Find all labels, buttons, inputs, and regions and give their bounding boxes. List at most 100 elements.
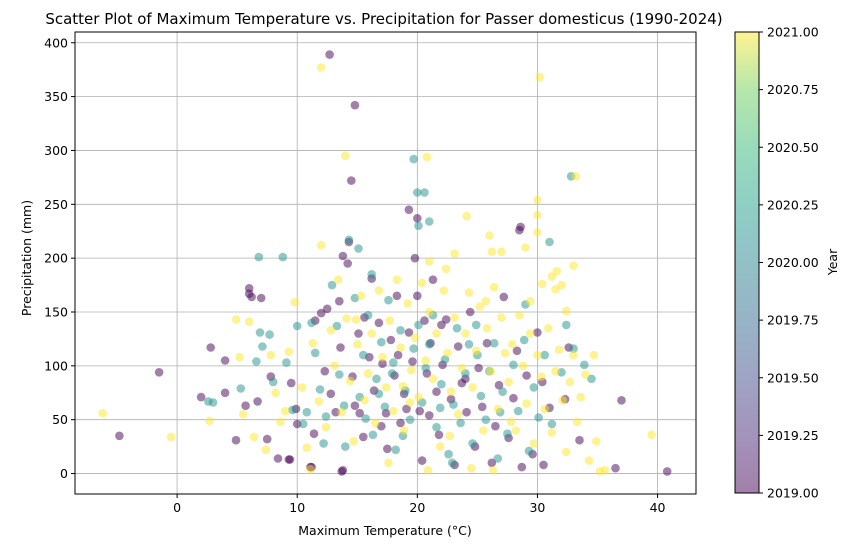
data-point-2019 (413, 291, 422, 301)
data-point-2019 (393, 350, 403, 360)
data-point-2020 (377, 337, 386, 347)
data-point-2019 (322, 304, 332, 314)
data-point-2020 (339, 401, 349, 411)
data-point-2019 (381, 408, 391, 418)
data-point-2021 (453, 410, 463, 419)
data-point-2020 (534, 413, 543, 422)
data-point-2021 (487, 247, 497, 256)
data-point-2019 (533, 328, 542, 337)
data-point-2019 (335, 296, 344, 306)
data-point-2020 (335, 370, 344, 379)
data-point-2021 (554, 345, 564, 355)
data-point-2020 (449, 400, 458, 409)
data-point-2019 (325, 50, 334, 59)
data-point-2021 (98, 408, 107, 418)
data-point-2021 (244, 317, 254, 327)
data-point-2019 (196, 392, 206, 402)
data-point-2021 (441, 264, 451, 274)
colorbar-gradient (735, 32, 759, 493)
data-point-2021 (547, 272, 557, 281)
data-point-2021 (399, 426, 409, 435)
data-point-2021 (576, 392, 585, 402)
data-point-2021 (535, 72, 545, 82)
data-point-2019 (410, 253, 420, 263)
data-point-2019 (437, 320, 446, 330)
x-tick-label: 0 (173, 500, 181, 515)
data-point-2019 (350, 401, 360, 411)
data-point-2019 (417, 456, 427, 465)
gridlines (75, 32, 696, 494)
data-point-2021 (525, 329, 535, 338)
data-point-2021 (385, 316, 395, 325)
data-point-2021 (353, 340, 362, 349)
data-point-2020 (405, 415, 415, 425)
data-point-2020 (363, 310, 373, 320)
data-point-2019 (326, 389, 336, 399)
data-point-2019 (482, 338, 492, 348)
data-point-2021 (557, 280, 566, 290)
data-point-2019 (462, 407, 471, 417)
data-point-2021 (515, 310, 524, 320)
data-point-2021 (316, 63, 326, 72)
data-point-2020 (580, 360, 589, 370)
data-point-2019 (428, 275, 438, 285)
axes-border (74, 31, 697, 495)
data-point-2021 (205, 416, 214, 426)
data-point-2021 (533, 350, 542, 360)
data-point-2020 (391, 445, 401, 455)
y-tick-label: 200 (44, 251, 68, 266)
data-point-2021 (326, 326, 336, 335)
data-point-2020 (327, 280, 337, 290)
data-point-2021 (271, 388, 280, 398)
data-point-2021 (497, 247, 506, 256)
data-point-2020 (409, 344, 419, 353)
data-point-2020 (288, 405, 297, 415)
data-point-2021 (485, 231, 494, 240)
data-point-2020 (425, 340, 434, 349)
y-axis-ticks: 0 50 100 150 200 250 300 350 400 (44, 35, 75, 481)
data-point-2021 (562, 306, 571, 316)
data-point-2020 (268, 377, 278, 387)
data-point-2021 (276, 417, 285, 427)
data-point-2021 (522, 399, 531, 408)
data-point-2021 (551, 366, 560, 376)
data-point-2020 (545, 237, 554, 247)
data-point-2021 (414, 392, 423, 402)
data-point-2021 (461, 329, 470, 338)
data-point-2021 (647, 430, 656, 440)
data-point-2020 (421, 363, 431, 373)
y-axis-label: Precipitation (mm) (19, 200, 34, 316)
data-point-2021 (374, 286, 384, 295)
data-point-2021 (468, 383, 477, 392)
plot-area (75, 32, 696, 494)
data-point-2019 (465, 307, 475, 317)
data-point-2020 (509, 360, 518, 370)
data-point-2021 (547, 428, 557, 437)
data-point-2020 (372, 374, 381, 384)
data-point-2020 (265, 330, 274, 339)
data-point-2021 (422, 152, 432, 162)
data-point-2021 (538, 279, 547, 289)
data-point-2020 (476, 391, 486, 401)
data-point-2020 (540, 350, 549, 360)
data-point-2021 (337, 407, 347, 417)
data-point-2021 (423, 466, 433, 475)
data-point-2020 (292, 321, 302, 331)
data-point-2021 (381, 383, 391, 392)
colorbar-tick-label: 2019.50 (767, 370, 819, 385)
data-point-2020 (481, 415, 491, 425)
data-point-2020 (321, 412, 331, 421)
data-point-2021 (345, 376, 355, 386)
data-point-2021 (290, 298, 300, 307)
data-point-2019 (154, 368, 164, 377)
data-point-2020 (341, 442, 350, 451)
data-point-2021 (533, 210, 542, 220)
data-point-2021 (371, 418, 380, 428)
data-point-2019 (539, 460, 548, 470)
data-point-2021 (533, 195, 542, 205)
data-point-2020 (254, 252, 264, 262)
axes-frame (74, 31, 697, 495)
data-point-2019 (115, 431, 124, 441)
data-point-2019 (383, 444, 392, 454)
